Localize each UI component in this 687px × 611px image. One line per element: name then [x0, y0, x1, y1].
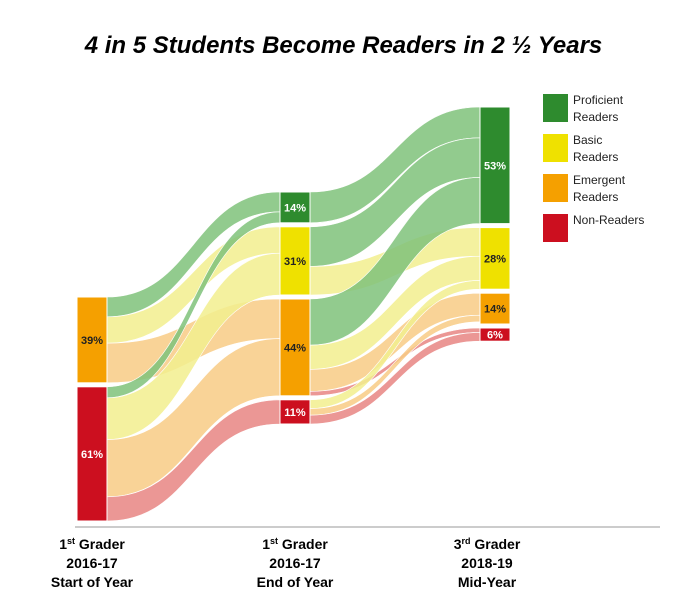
legend-swatch-basic-readers [543, 134, 568, 162]
legend-item-proficient-readers: Proficient Readers [543, 92, 683, 132]
stage-label-2: 3rd Grader 2018-19 Mid-Year [407, 535, 567, 592]
stage-grade-word: Grader [470, 536, 521, 552]
node-1-non-readers [279, 399, 311, 425]
stage-period: End of Year [256, 574, 334, 590]
node-1-basic-readers [279, 226, 311, 296]
legend-item-non-readers: Non-Readers [543, 212, 683, 252]
chart-title: 4 in 5 Students Become Readers in 2 ½ Ye… [84, 32, 603, 59]
stage-grade-number: 1 [59, 536, 67, 552]
stage-year: 2016-17 [66, 555, 118, 571]
flows-layer [106, 106, 481, 522]
stage-year: 2018-19 [461, 555, 513, 571]
legend-swatch-emergent-readers [543, 174, 568, 202]
node-1-proficient-readers [279, 191, 311, 224]
stage-label-0: 1st Grader 2016-17 Start of Year [12, 535, 172, 592]
legend-swatch-proficient-readers [543, 94, 568, 122]
legend-label-non-readers: Non-Readers [573, 213, 645, 227]
node-2-basic-readers [479, 227, 511, 290]
node-1-emergent-readers [279, 298, 311, 397]
node-label-0-emergent-readers: 39% [81, 335, 103, 347]
stage-grade-number: 1 [262, 536, 270, 552]
stage-grade-suffix: st [66, 536, 75, 546]
node-label-1-proficient-readers: 14% [284, 202, 306, 214]
node-label-0-non-readers: 61% [81, 449, 103, 461]
legend-label-emergent-readers: Emergent Readers [573, 173, 626, 204]
legend-item-emergent-readers: Emergent Readers [543, 172, 683, 212]
node-label-1-emergent-readers: 44% [284, 342, 306, 354]
node-label-1-basic-readers: 31% [284, 256, 306, 268]
stage-label-1: 1st Grader 2016-17 End of Year [215, 535, 375, 592]
stage-grade: 3rd Grader [407, 535, 567, 554]
stage-grade-word: Grader [75, 536, 125, 552]
stage-grade-word: Grader [278, 536, 328, 552]
stage-period: Start of Year [50, 574, 134, 590]
nodes-layer: 39% 61% 14% 31% 44% 11% 53% 28% 14% 6% [76, 106, 511, 522]
stage-year: 2016-17 [269, 555, 321, 571]
node-label-2-emergent-readers: 14% [484, 304, 506, 316]
stage-grade-suffix: st [269, 536, 278, 546]
node-0-non-readers [76, 386, 108, 522]
node-0-emergent-readers [76, 296, 108, 384]
stage-grade-suffix: rd [461, 536, 471, 546]
node-2-emergent-readers [479, 292, 511, 325]
legend-label-proficient-readers: Proficient Readers [573, 93, 624, 124]
node-2-non-readers [479, 327, 511, 342]
legend-item-basic-readers: Basic Readers [543, 132, 683, 172]
stage-grade: 1st Grader [12, 535, 172, 554]
node-label-2-basic-readers: 28% [484, 253, 506, 265]
stage-grade: 1st Grader [215, 535, 375, 554]
legend-label-basic-readers: Basic Readers [573, 133, 619, 164]
legend-swatch-non-readers [543, 214, 568, 242]
node-label-2-non-readers: 6% [487, 330, 503, 342]
node-2-proficient-readers [479, 106, 511, 225]
node-label-2-proficient-readers: 53% [484, 160, 506, 172]
stage-grade-number: 3 [453, 536, 462, 552]
legend: Proficient Readers Basic Readers Emergent Rea… [543, 92, 683, 252]
node-label-1-non-readers: 11% [284, 407, 306, 419]
stage-period: Mid-Year [457, 574, 517, 590]
